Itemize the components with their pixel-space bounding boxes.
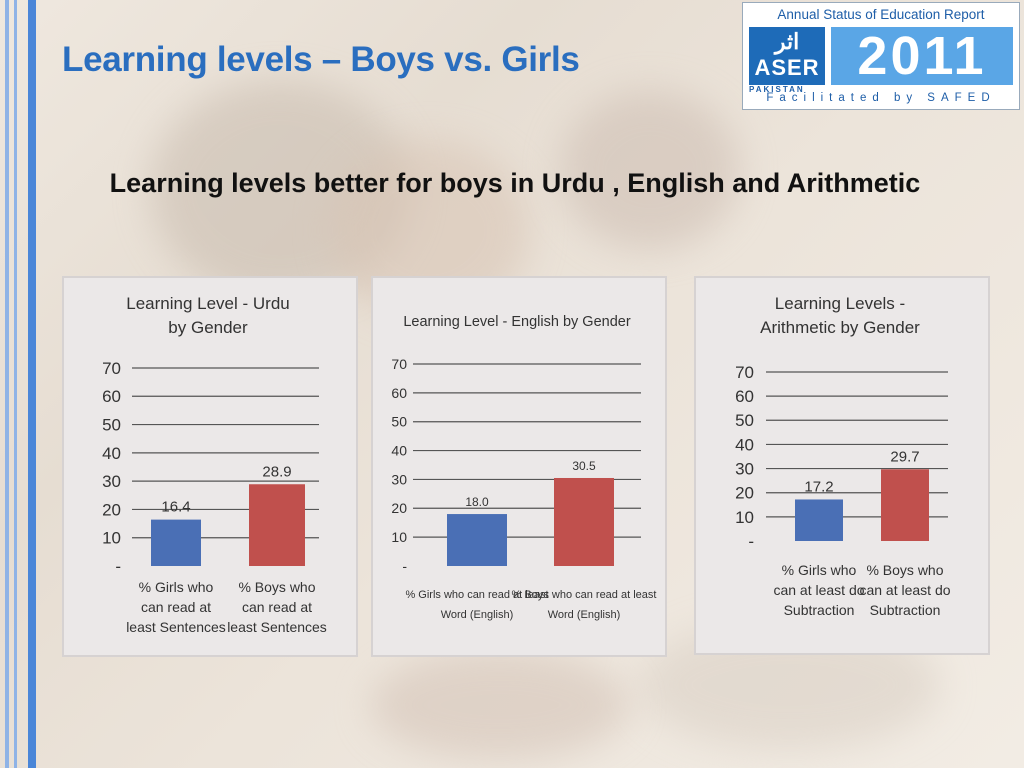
- y-tick-label: 10: [735, 508, 754, 527]
- bar-girls: [151, 519, 201, 566]
- x-category-label: % Girls who can read at least: [405, 589, 548, 601]
- logo-country: PAKISTAN: [749, 85, 805, 94]
- y-tick-label: 30: [102, 472, 121, 491]
- background-photo-shape: [370, 650, 630, 760]
- chart-title: Learning Level - English by Gender: [403, 314, 630, 330]
- logo-report-name: Annual Status of Education Report: [777, 7, 985, 22]
- data-label: 28.9: [262, 463, 291, 480]
- x-category-label: Word (English): [441, 609, 514, 621]
- y-tick-label: 10: [102, 529, 121, 548]
- data-label: 30.5: [572, 459, 596, 473]
- y-tick-label: -: [115, 557, 121, 576]
- x-category-label: Subtraction: [784, 602, 855, 618]
- chart-title: Arithmetic by Gender: [760, 318, 920, 337]
- y-tick-label: 20: [735, 484, 754, 503]
- left-stripe: [5, 0, 9, 768]
- y-tick-label: 70: [735, 363, 754, 382]
- chart-arithmetic: Learning Levels - Arithmetic by Gender 70 6…: [694, 276, 990, 655]
- aser-logo: Annual Status of Education Report اثر AS…: [742, 2, 1020, 110]
- x-category-label: % Boys who can read at least: [512, 589, 657, 601]
- y-tick-label: 10: [391, 529, 407, 545]
- y-tick-label: 40: [391, 442, 407, 458]
- x-category-label: Subtraction: [870, 602, 941, 618]
- y-tick-label: 40: [735, 435, 754, 454]
- x-category-label: % Girls who: [139, 579, 214, 595]
- y-tick-label: 40: [102, 444, 121, 463]
- slide-title: Learning levels – Boys vs. Girls: [62, 40, 580, 79]
- bar-girls: [795, 499, 843, 541]
- chart-english-svg: Learning Level - English by Gender 70 60 50…: [391, 314, 657, 621]
- y-tick-label: -: [748, 532, 754, 551]
- chart-title: by Gender: [168, 318, 248, 337]
- chart-english: Learning Level - English by Gender 70 60 50…: [371, 276, 667, 657]
- logo-facilitated: Facilitated by SAFED: [766, 92, 996, 104]
- data-label: 29.7: [890, 448, 919, 465]
- y-tick-label: 20: [102, 500, 121, 519]
- bar-boys: [249, 484, 305, 566]
- x-category-label: can read at: [141, 599, 211, 615]
- data-label: 17.2: [804, 478, 833, 495]
- y-tick-label: 60: [102, 387, 121, 406]
- data-label: 16.4: [161, 499, 190, 516]
- left-stripe: [14, 0, 17, 768]
- logo-brand-block: اثر ASER: [749, 27, 825, 85]
- slide-subtitle: Learning levels better for boys in Urdu …: [109, 168, 921, 198]
- x-category-label: can at least do: [773, 582, 864, 598]
- y-tick-label: 20: [391, 500, 407, 516]
- x-category-label: % Boys who: [866, 562, 943, 578]
- x-category-label: % Boys who: [238, 579, 315, 595]
- chart-arithmetic-svg: Learning Levels - Arithmetic by Gender 70 6…: [735, 294, 951, 618]
- data-label: 18.0: [465, 495, 489, 509]
- chart-title: Learning Levels -: [775, 294, 905, 313]
- bar-boys: [881, 469, 929, 541]
- x-category-label: % Girls who: [782, 562, 857, 578]
- chart-urdu: Learning Level - Urdu by Gender 70 60 50 40 30…: [62, 276, 358, 657]
- y-tick-label: 60: [735, 387, 754, 406]
- y-tick-label: 60: [391, 385, 407, 401]
- y-tick-label: 50: [102, 416, 121, 435]
- left-stripe: [28, 0, 36, 768]
- x-category-label: can read at: [242, 599, 312, 615]
- logo-brand: ASER: [754, 55, 820, 80]
- logo-urdu-text: اثر: [774, 29, 800, 54]
- x-category-label: least Sentences: [126, 619, 226, 635]
- x-category-label: least Sentences: [227, 619, 327, 635]
- y-tick-label: -: [402, 558, 407, 574]
- y-tick-label: 50: [391, 414, 407, 430]
- background-photo-shape: [560, 90, 740, 250]
- bar-girls: [447, 514, 507, 566]
- y-tick-label: 30: [735, 460, 754, 479]
- bar-boys: [554, 477, 614, 566]
- x-category-label: Word (English): [548, 609, 621, 621]
- y-tick-label: 50: [735, 411, 754, 430]
- y-tick-label: 70: [102, 359, 121, 378]
- x-category-label: can at least do: [859, 582, 950, 598]
- y-tick-label: 30: [391, 471, 407, 487]
- y-tick-label: 70: [391, 356, 407, 372]
- chart-urdu-svg: Learning Level - Urdu by Gender 70 60 50 40 30…: [102, 294, 327, 635]
- logo-year: 2011: [831, 27, 1013, 85]
- chart-title: Learning Level - Urdu: [126, 294, 289, 313]
